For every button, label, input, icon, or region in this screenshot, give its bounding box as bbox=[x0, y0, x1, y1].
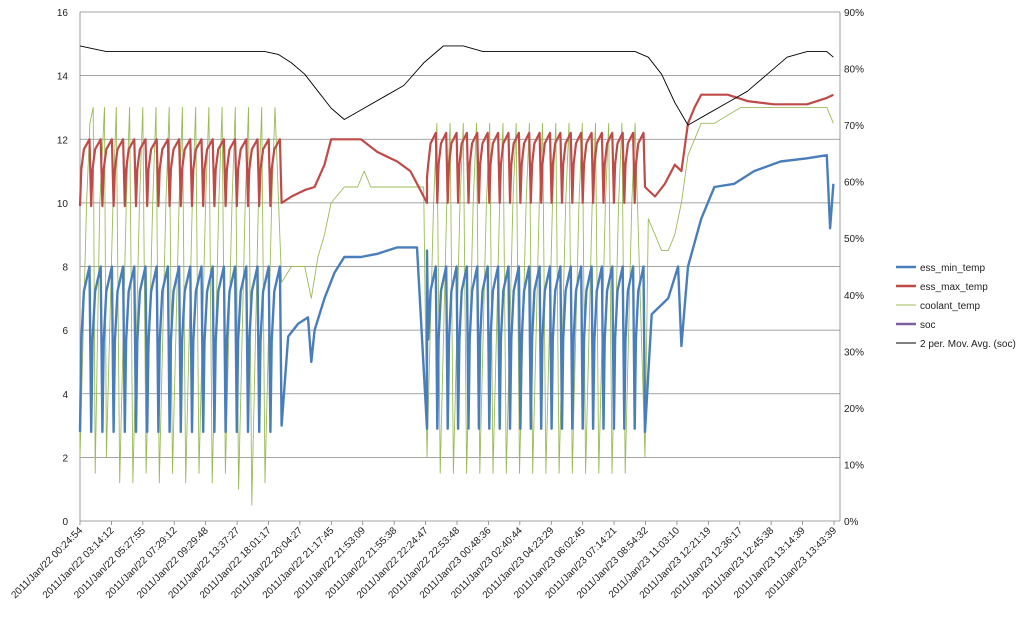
left-tick-label: 4 bbox=[62, 390, 68, 401]
legend-label: soc bbox=[920, 320, 936, 331]
right-tick-label: 50% bbox=[844, 234, 864, 245]
left-tick-label: 12 bbox=[57, 135, 69, 146]
legend-label: ess_min_temp bbox=[920, 263, 985, 274]
ess-min-temp-line bbox=[78, 153, 835, 434]
series-group bbox=[78, 45, 835, 506]
legend-label: coolant_temp bbox=[920, 301, 980, 312]
ess-max-temp-line bbox=[78, 93, 834, 208]
legend-label: 2 per. Mov. Avg. (soc) bbox=[920, 339, 1016, 350]
left-tick-label: 0 bbox=[62, 517, 68, 528]
right-tick-label: 80% bbox=[844, 65, 864, 76]
legend-label: ess_max_temp bbox=[920, 282, 988, 293]
right-tick-label: 40% bbox=[844, 291, 864, 302]
right-tick-label: 20% bbox=[844, 404, 864, 415]
left-tick-label: 16 bbox=[57, 8, 69, 19]
soc-moving-average-line bbox=[79, 45, 834, 126]
right-tick-label: 10% bbox=[844, 460, 864, 471]
right-tick-label: 0% bbox=[844, 517, 859, 528]
left-tick-label: 6 bbox=[62, 326, 68, 337]
left-tick-label: 10 bbox=[57, 199, 69, 210]
right-tick-label: 70% bbox=[844, 121, 864, 132]
axes bbox=[79, 12, 841, 525]
left-tick-label: 2 bbox=[62, 453, 68, 464]
left-tick-label: 8 bbox=[62, 263, 68, 274]
right-tick-label: 60% bbox=[844, 178, 864, 189]
left-tick-label: 14 bbox=[57, 72, 69, 83]
right-tick-label: 90% bbox=[844, 8, 864, 19]
right-tick-label: 30% bbox=[844, 347, 864, 358]
